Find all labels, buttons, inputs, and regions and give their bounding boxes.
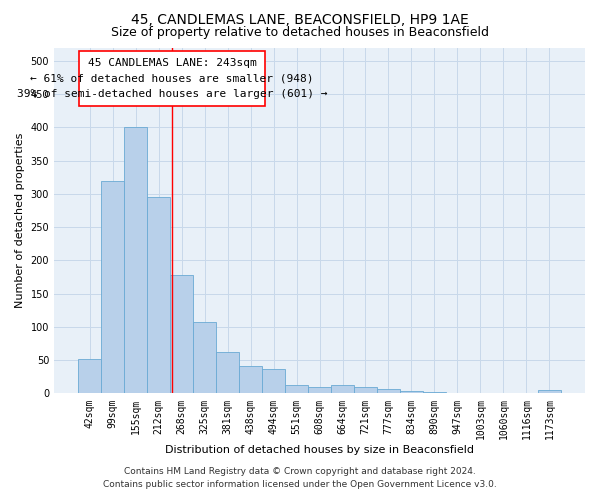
Bar: [400, 391, 423, 394]
Text: ← 61% of detached houses are smaller (948): ← 61% of detached houses are smaller (94…: [30, 74, 314, 84]
Bar: [377, 390, 400, 394]
Bar: [331, 385, 354, 394]
Bar: [423, 392, 446, 394]
Bar: [147, 197, 170, 394]
Bar: [124, 128, 147, 394]
Bar: [193, 322, 216, 394]
Bar: [216, 352, 239, 394]
Bar: [446, 393, 469, 394]
Y-axis label: Number of detached properties: Number of detached properties: [15, 133, 25, 308]
Bar: [308, 387, 331, 394]
Text: Size of property relative to detached houses in Beaconsfield: Size of property relative to detached ho…: [111, 26, 489, 39]
Bar: [78, 359, 101, 394]
Bar: [285, 386, 308, 394]
Text: 39% of semi-detached houses are larger (601) →: 39% of semi-detached houses are larger (…: [17, 89, 327, 99]
Text: 45, CANDLEMAS LANE, BEACONSFIELD, HP9 1AE: 45, CANDLEMAS LANE, BEACONSFIELD, HP9 1A…: [131, 12, 469, 26]
FancyBboxPatch shape: [79, 52, 265, 106]
Bar: [262, 369, 285, 394]
Bar: [101, 180, 124, 394]
Text: Contains HM Land Registry data © Crown copyright and database right 2024.
Contai: Contains HM Land Registry data © Crown c…: [103, 468, 497, 489]
X-axis label: Distribution of detached houses by size in Beaconsfield: Distribution of detached houses by size …: [165, 445, 474, 455]
Bar: [239, 366, 262, 394]
Bar: [354, 387, 377, 394]
Bar: [170, 275, 193, 394]
Text: 45 CANDLEMAS LANE: 243sqm: 45 CANDLEMAS LANE: 243sqm: [88, 58, 256, 68]
Bar: [492, 393, 515, 394]
Bar: [538, 390, 561, 394]
Bar: [469, 393, 492, 394]
